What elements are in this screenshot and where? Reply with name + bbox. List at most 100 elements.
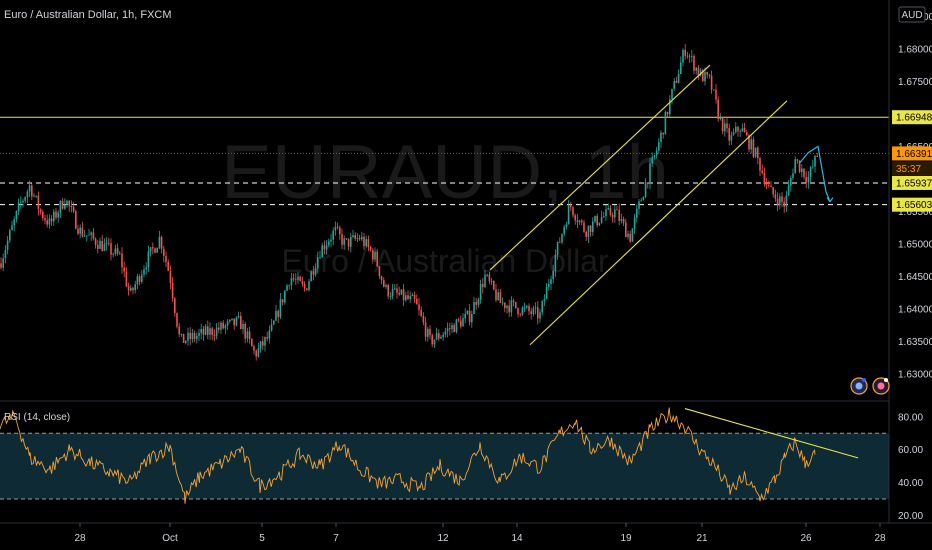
candle-body bbox=[361, 236, 363, 240]
candle bbox=[114, 244, 117, 257]
candle bbox=[812, 160, 814, 169]
candle bbox=[442, 331, 444, 342]
candle-body bbox=[387, 284, 389, 297]
candle-body bbox=[530, 311, 532, 314]
candle-body bbox=[768, 184, 770, 186]
candle bbox=[699, 68, 702, 77]
candle-body bbox=[598, 222, 601, 226]
events-icon[interactable] bbox=[872, 377, 890, 395]
candles[interactable] bbox=[0, 44, 818, 361]
candle bbox=[537, 300, 539, 325]
candle bbox=[77, 224, 79, 236]
candle-body bbox=[521, 307, 524, 315]
candle bbox=[22, 198, 24, 208]
candle bbox=[600, 210, 603, 224]
candle bbox=[765, 177, 768, 189]
currency-badge[interactable]: AUD bbox=[898, 6, 926, 23]
candle-body bbox=[363, 236, 365, 247]
candle-body bbox=[259, 341, 262, 349]
candle bbox=[759, 156, 761, 177]
candle bbox=[264, 336, 266, 352]
candle-body bbox=[204, 326, 207, 335]
countdown-tag: 35:37 bbox=[896, 164, 921, 175]
candle-body bbox=[290, 278, 293, 286]
candle-body bbox=[565, 224, 568, 227]
candle bbox=[559, 237, 561, 243]
price-axis[interactable]: 1.685001.680001.675001.665001.655001.650… bbox=[888, 0, 932, 523]
candle bbox=[422, 312, 425, 326]
candle-body bbox=[655, 150, 658, 156]
candle bbox=[369, 245, 372, 252]
candle-body bbox=[561, 233, 563, 243]
candle-body bbox=[0, 263, 2, 268]
support-upper-tag: 1.65937 bbox=[896, 178, 932, 189]
candle bbox=[561, 233, 563, 245]
candle bbox=[779, 193, 781, 210]
candle-body bbox=[640, 200, 642, 202]
candle bbox=[125, 267, 128, 288]
candle bbox=[618, 203, 620, 226]
candle bbox=[121, 247, 123, 274]
candle-body bbox=[354, 235, 356, 239]
candle-body bbox=[618, 209, 620, 221]
price-tick-label: 1.65500 bbox=[898, 207, 932, 218]
candle-body bbox=[116, 248, 119, 254]
candle-body bbox=[389, 296, 392, 297]
rsi-tick-label: 60.00 bbox=[898, 445, 923, 456]
candle-body bbox=[611, 215, 614, 218]
candle bbox=[72, 201, 75, 213]
candle bbox=[552, 264, 554, 284]
candle bbox=[11, 220, 13, 231]
candle-body bbox=[193, 333, 196, 339]
candle-body bbox=[684, 49, 686, 56]
candle-body bbox=[581, 220, 583, 223]
candle-body bbox=[433, 339, 436, 345]
candle bbox=[464, 307, 466, 324]
rsi-pane[interactable] bbox=[0, 407, 889, 504]
candle-body bbox=[222, 322, 224, 329]
candle bbox=[209, 322, 211, 340]
candle bbox=[220, 321, 222, 335]
news-icon[interactable] bbox=[850, 377, 868, 395]
candle bbox=[735, 122, 737, 134]
time-axis[interactable]: 28 Oct 5 7 12 14 19 21 26 28 bbox=[0, 522, 932, 544]
candle-body bbox=[715, 89, 717, 100]
candle-body bbox=[719, 117, 722, 119]
candle-body bbox=[169, 270, 172, 283]
candle-body bbox=[721, 117, 724, 132]
candle bbox=[805, 171, 807, 188]
candle bbox=[519, 312, 521, 317]
candle bbox=[438, 329, 440, 342]
drawings[interactable] bbox=[489, 64, 834, 346]
candle-body bbox=[638, 201, 640, 209]
candle bbox=[297, 272, 299, 284]
candle bbox=[435, 327, 438, 341]
rsi-tick-label: 80.00 bbox=[898, 412, 923, 423]
candle bbox=[682, 48, 684, 67]
candle-body bbox=[383, 280, 385, 287]
candle bbox=[660, 130, 662, 148]
candle-body bbox=[66, 200, 68, 205]
candle bbox=[306, 288, 308, 291]
candle bbox=[94, 237, 97, 249]
candle-body bbox=[343, 238, 345, 245]
resistance-tag: 1.66948 bbox=[896, 113, 932, 124]
candle-body bbox=[317, 257, 319, 269]
candle-body bbox=[57, 212, 59, 218]
candle-body bbox=[625, 222, 627, 238]
candle-body bbox=[649, 163, 651, 184]
candle bbox=[585, 230, 587, 241]
candle bbox=[816, 152, 818, 158]
price-tick-label: 1.64000 bbox=[898, 304, 932, 315]
candle bbox=[222, 320, 224, 330]
candle-body bbox=[244, 323, 246, 339]
candle bbox=[638, 198, 640, 215]
candle bbox=[365, 235, 367, 249]
candle-body bbox=[603, 216, 605, 218]
horizontal-lines[interactable] bbox=[0, 116, 889, 206]
candle bbox=[356, 233, 359, 242]
candle-body bbox=[152, 247, 154, 249]
candle bbox=[411, 292, 414, 297]
candle bbox=[235, 316, 238, 327]
